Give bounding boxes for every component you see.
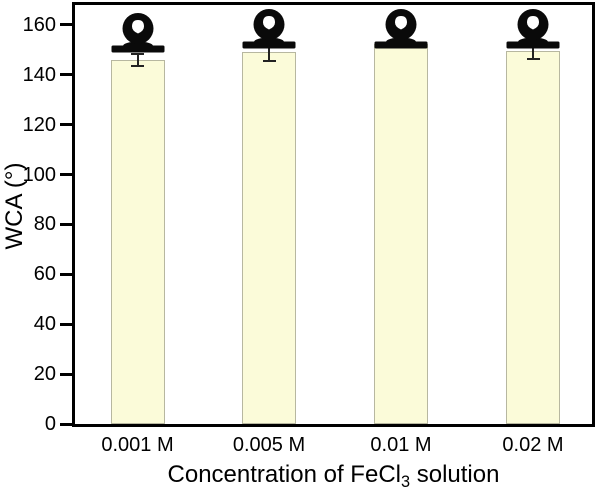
x-axis-title-text: Concentration of FeCl [167,461,401,488]
y-tick-mark [60,322,72,326]
y-tick-mark [60,23,72,27]
water-droplet-icon-svg [111,12,164,53]
y-tick-label: 40 [33,313,56,336]
y-tick-label: 100 [22,163,56,186]
x-axis-title-text-2: solution [410,461,500,488]
y-tick-label: 60 [33,263,56,286]
y-tick-label: 80 [33,213,56,236]
y-tick-label: 140 [22,63,56,86]
error-bar-cap [131,52,144,55]
y-tick-mark [60,173,72,177]
water-droplet-icon [503,4,563,50]
bar [374,43,428,424]
water-droplet-icon [371,4,431,50]
x-category-label: 0.005 M [232,434,306,456]
water-droplet-icon-svg [506,8,560,48]
error-bar-line [268,43,270,62]
error-bar-cap [262,60,276,63]
water-droplet-icon-svg [374,8,428,48]
x-category-label: 0.01 M [370,434,432,456]
bar [242,52,296,424]
x-axis-title-subscript: 3 [400,472,411,491]
water-droplet-icon [239,4,299,50]
water-droplet-icon-svg [242,8,296,48]
bar [506,51,560,424]
y-tick-mark [60,222,72,226]
y-tick-label: 160 [22,13,56,36]
water-droplet-icon [108,8,168,54]
bar [110,59,165,424]
x-category-label: 0.02 M [502,434,564,456]
y-axis-title: WCA (°) [1,162,28,250]
y-tick-mark [60,372,72,376]
x-axis-title: Concentration of FeCl3 solution [72,461,595,491]
x-category-label: 0.001 M [101,434,174,456]
error-bar-cap [526,57,540,60]
y-tick-mark [60,123,72,127]
y-tick-label: 120 [22,113,56,136]
error-bar-cap [131,65,144,68]
y-tick-label: 0 [44,413,56,435]
error-bar-line [136,53,139,67]
error-bar-line [532,43,534,59]
y-tick-mark [60,272,72,276]
y-tick-label: 20 [33,363,56,386]
y-tick-mark [60,73,72,77]
y-tick-mark [60,422,72,426]
